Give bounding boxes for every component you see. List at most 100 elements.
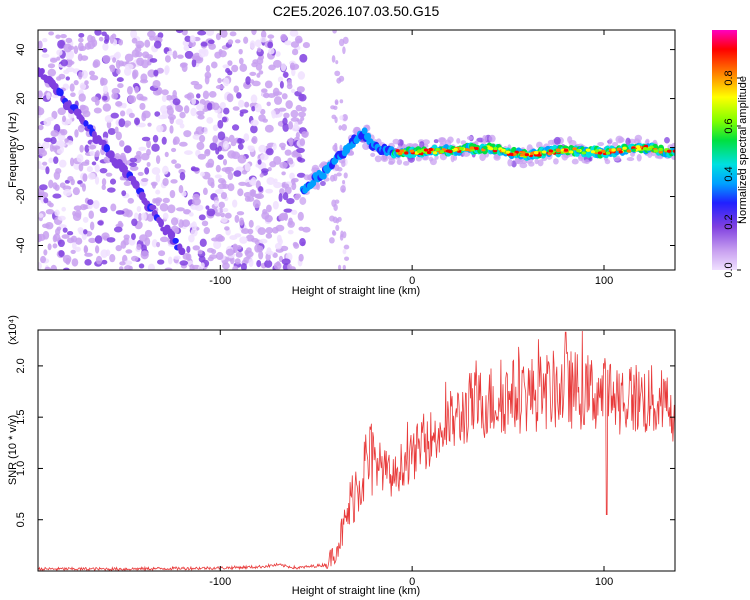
noise-dot — [46, 116, 55, 122]
noise-dot — [42, 48, 48, 53]
noise-dot — [66, 231, 74, 236]
trace-peak-dot — [541, 150, 547, 154]
noise-dot — [215, 33, 221, 41]
noise-dot — [196, 141, 205, 151]
noise-dot — [342, 180, 346, 185]
noise-dot — [188, 234, 195, 243]
noise-dot — [152, 79, 161, 89]
noise-dot — [89, 150, 96, 157]
noise-dot — [83, 229, 88, 235]
noise-dot — [234, 258, 241, 265]
noise-dot — [79, 183, 86, 188]
noise-dot — [296, 172, 306, 178]
diagonal-trace-dot — [172, 237, 179, 244]
noise-dot — [205, 205, 210, 210]
noise-dot — [302, 41, 310, 49]
noise-dot — [173, 255, 181, 260]
noise-dot — [139, 96, 148, 101]
noise-dot — [88, 237, 97, 244]
y-tick-label: 0 — [15, 144, 27, 150]
noise-dot — [241, 170, 248, 175]
noise-dot — [207, 158, 215, 168]
noise-dot — [189, 263, 195, 270]
trace-halo-dot — [374, 155, 382, 163]
noise-dot — [113, 226, 123, 233]
noise-dot — [136, 150, 142, 157]
noise-dot — [101, 31, 107, 37]
noise-dot — [331, 199, 337, 208]
noise-dot — [258, 186, 264, 193]
noise-dot — [217, 145, 222, 152]
noise-dot — [129, 157, 138, 163]
trace-peak-dot — [423, 148, 429, 152]
noise-dot — [213, 240, 222, 250]
noise-dot — [115, 244, 122, 252]
noise-dot — [302, 226, 311, 233]
noise-dot — [172, 50, 178, 60]
noise-dot — [250, 125, 258, 134]
noise-dot — [117, 220, 123, 227]
noise-dot — [281, 183, 290, 189]
noise-dot — [178, 185, 184, 194]
noise-dot — [83, 245, 88, 254]
noise-dot — [45, 208, 55, 215]
noise-dot — [70, 92, 76, 98]
noise-dot — [184, 50, 194, 59]
spectrogram-x-axis-title: Height of straight line (km) — [292, 285, 420, 297]
noise-dot — [94, 30, 102, 36]
noise-dot — [214, 174, 222, 179]
trace-halo-dot — [456, 138, 461, 144]
noise-dot — [191, 58, 197, 68]
trace-halo-dot — [422, 139, 430, 145]
noise-dot — [251, 30, 257, 36]
noise-dot — [84, 252, 93, 257]
noise-dot — [84, 159, 90, 164]
snr-y-axis-title: SNR (10 * v/v) — [7, 415, 19, 485]
noise-dot — [259, 238, 268, 244]
trace-halo-dot — [476, 137, 485, 143]
noise-dot — [54, 209, 60, 217]
noise-dot — [249, 189, 257, 194]
noise-dot — [92, 200, 100, 209]
noise-dot — [206, 102, 213, 111]
noise-dot — [123, 180, 132, 187]
noise-dot — [84, 259, 92, 266]
noise-dot — [243, 133, 250, 142]
trace-halo-dot — [428, 156, 434, 162]
noise-dot — [146, 162, 151, 167]
noise-dot — [267, 41, 274, 49]
noise-dot — [285, 100, 293, 109]
noise-dot — [169, 189, 176, 199]
noise-dot — [264, 124, 274, 133]
noise-dot — [124, 63, 134, 70]
noise-dot — [289, 30, 299, 37]
noise-dot — [101, 259, 108, 265]
noise-dot — [262, 208, 268, 215]
noise-dot — [159, 202, 169, 212]
noise-dot — [344, 256, 350, 261]
noise-dot — [123, 260, 133, 265]
noise-dot — [160, 105, 169, 114]
noise-dot — [215, 164, 221, 173]
noise-dot — [278, 192, 283, 202]
noise-dot — [331, 114, 337, 120]
noise-dot — [124, 122, 129, 128]
noise-dot — [256, 245, 264, 252]
noise-dot — [224, 212, 232, 219]
noise-dot — [86, 40, 96, 50]
noise-dot — [58, 73, 66, 80]
noise-dot — [140, 250, 149, 260]
noise-dot — [245, 76, 251, 85]
snr-axes: -100 0 100 0.5 1.0 1.5 2.0 — [15, 330, 675, 588]
noise-dot — [78, 71, 83, 80]
noise-dot — [202, 187, 208, 196]
noise-dot — [342, 113, 348, 121]
trace-peak-dot — [586, 148, 591, 152]
noise-dot — [183, 209, 192, 215]
trace-halo-dot — [402, 160, 410, 166]
noise-dot — [175, 207, 185, 212]
noise-dot — [300, 106, 307, 112]
noise-dot — [82, 173, 88, 182]
noise-dot — [149, 35, 155, 41]
noise-dot — [207, 177, 215, 187]
